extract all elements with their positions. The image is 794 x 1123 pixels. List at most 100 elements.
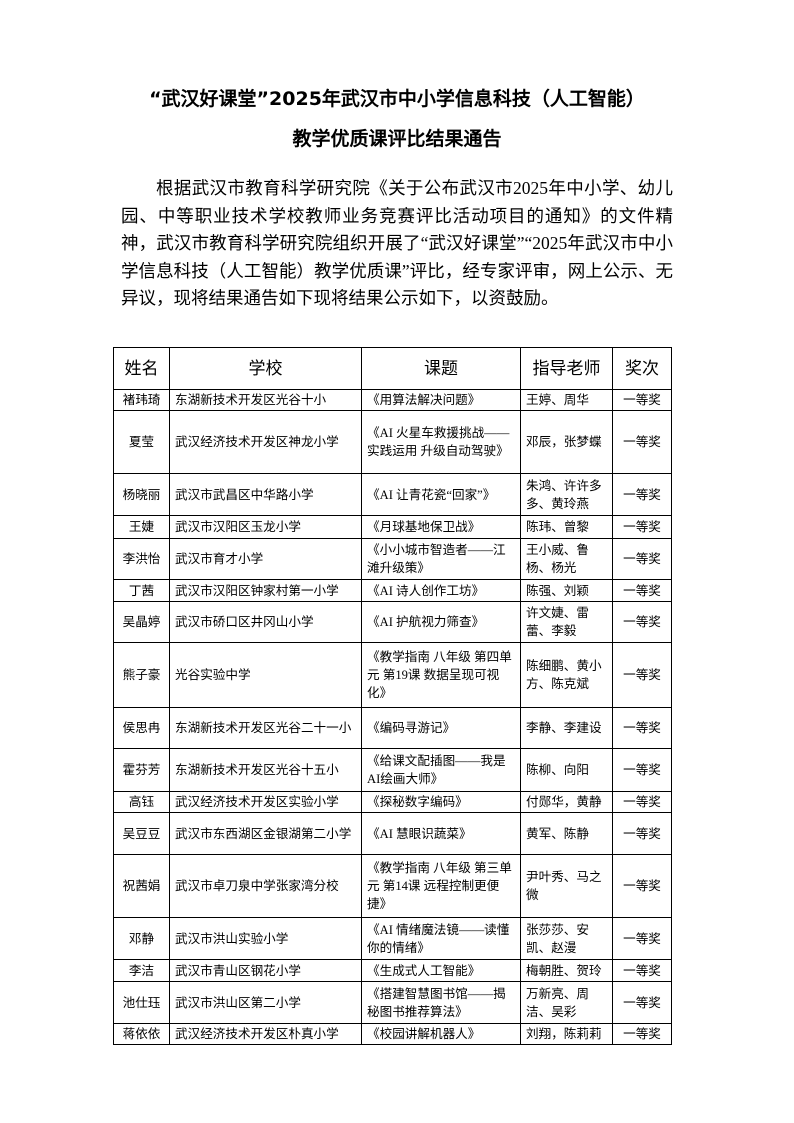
student-name-cell: 祝茜娟	[113, 854, 170, 918]
student-name-cell: 李洁	[113, 959, 170, 982]
topic-cell: 《探秘数字编码》	[361, 791, 521, 813]
student-name-cell: 丁茜	[113, 579, 170, 602]
award-cell: 一等奖	[612, 538, 672, 580]
table-row: 吴豆豆 武汉市东西湖区金银湖第二小学 《AI 慧眼识蔬菜》 黄军、陈静 一等奖	[113, 812, 672, 855]
header-topic: 课题	[361, 347, 521, 390]
table-row: 丁茜 武汉市汉阳区钟家村第一小学 《AI 诗人创作工坊》 陈强、刘颖 一等奖	[113, 579, 672, 602]
school-cell: 武汉经济技术开发区神龙小学	[169, 410, 362, 474]
advisor-cell: 王婷、周华	[520, 389, 613, 411]
header-advisor: 指导老师	[520, 347, 613, 390]
student-name-cell: 蒋依依	[113, 1023, 170, 1045]
award-cell: 一等奖	[612, 707, 672, 749]
table-row: 侯思冉 东湖新技术开发区光谷二十一小 《编码寻游记》 李静、李建设 一等奖	[113, 707, 672, 749]
advisor-cell: 万新亮、周洁、吴彩	[520, 981, 613, 1024]
topic-cell: 《用算法解决问题》	[361, 389, 521, 411]
advisor-cell: 陈细鹏、黄小方、陈克斌	[520, 642, 613, 708]
student-name-cell: 吴晶婷	[113, 601, 170, 643]
school-cell: 武汉市育才小学	[169, 538, 362, 580]
advisor-cell: 刘翔，陈莉莉	[520, 1023, 613, 1045]
results-table: 姓名 学校 课题 指导老师 奖次 褚玮琦 东湖新技术开发区光谷十小 《用算法解决问题…	[113, 347, 672, 1045]
student-name-cell: 李洪怡	[113, 538, 170, 580]
header-school: 学校	[169, 347, 362, 390]
award-cell: 一等奖	[612, 812, 672, 855]
table-row: 杨晓丽 武汉市武昌区中华路小学 《AI 让青花瓷“回家”》 朱鸿、许许多多、黄玲燕 一等…	[113, 473, 672, 516]
advisor-cell: 张莎莎、安凯、赵漫	[520, 917, 613, 960]
award-cell: 一等奖	[612, 854, 672, 918]
topic-cell: 《搭建智慧图书馆——揭秘图书推荐算法》	[361, 981, 521, 1024]
advisor-cell: 陈柳、向阳	[520, 748, 613, 792]
student-name-cell: 侯思冉	[113, 707, 170, 749]
table-row: 祝茜娟 武汉市卓刀泉中学张家湾分校 《教学指南 八年级 第三单元 第14课 远程控制…	[113, 854, 672, 918]
award-cell: 一等奖	[612, 579, 672, 602]
header-award: 奖次	[612, 347, 672, 390]
school-cell: 武汉经济技术开发区朴真小学	[169, 1023, 362, 1045]
student-name-cell: 霍芬芳	[113, 748, 170, 792]
topic-cell: 《小小城市智造者——江滩升级策》	[361, 538, 521, 580]
table-row: 邓静 武汉市洪山实验小学 《AI 情绪魔法镜——读懂你的情绪》 张莎莎、安凯、赵漫 一等…	[113, 917, 672, 960]
advisor-cell: 尹叶秀、马之微	[520, 854, 613, 918]
table-header-row: 姓名 学校 课题 指导老师 奖次	[113, 347, 672, 390]
school-cell: 光谷实验中学	[169, 642, 362, 708]
award-cell: 一等奖	[612, 917, 672, 960]
table-row: 高钰 武汉经济技术开发区实验小学 《探秘数字编码》 付郧华，黄静 一等奖	[113, 791, 672, 813]
advisor-cell: 黄军、陈静	[520, 812, 613, 855]
award-cell: 一等奖	[612, 959, 672, 982]
advisor-cell: 王小威、鲁杨、杨光	[520, 538, 613, 580]
school-cell: 东湖新技术开发区光谷二十一小	[169, 707, 362, 749]
school-cell: 武汉市武昌区中华路小学	[169, 473, 362, 516]
student-name-cell: 褚玮琦	[113, 389, 170, 411]
school-cell: 东湖新技术开发区光谷十小	[169, 389, 362, 411]
header-name: 姓名	[113, 347, 170, 390]
award-cell: 一等奖	[612, 791, 672, 813]
student-name-cell: 王婕	[113, 515, 170, 539]
table-row: 霍芬芳 东湖新技术开发区光谷十五小 《给课文配插图——我是AI绘画大师》 陈柳、向阳一…	[113, 748, 672, 792]
student-name-cell: 邓静	[113, 917, 170, 960]
topic-cell: 《编码寻游记》	[361, 707, 521, 749]
advisor-cell: 朱鸿、许许多多、黄玲燕	[520, 473, 613, 516]
topic-cell: 《生成式人工智能》	[361, 959, 521, 982]
award-cell: 一等奖	[612, 601, 672, 643]
intro-paragraph: 根据武汉市教育科学研究院《关于公布武汉市2025年中小学、幼儿园、中等职业技术学…	[121, 178, 673, 309]
school-cell: 武汉市青山区钢花小学	[169, 959, 362, 982]
topic-cell: 《AI 诗人创作工坊》	[361, 579, 521, 602]
table-row: 池仕珏 武汉市洪山区第二小学 《搭建智慧图书馆——揭秘图书推荐算法》 万新亮、周洁、吴…	[113, 981, 672, 1024]
table-row: 熊子豪 光谷实验中学 《教学指南 八年级 第四单元 第19课 数据呈现可视化》 陈细鹏…	[113, 642, 672, 708]
table-row: 李洁 武汉市青山区钢花小学 《生成式人工智能》 梅朝胜、贺玲 一等奖	[113, 959, 672, 982]
school-cell: 武汉市汉阳区玉龙小学	[169, 515, 362, 539]
table-row: 王婕 武汉市汉阳区玉龙小学 《月球基地保卫战》 陈玮、曾黎 一等奖	[113, 515, 672, 539]
school-cell: 武汉市硚口区井冈山小学	[169, 601, 362, 643]
topic-cell: 《给课文配插图——我是AI绘画大师》	[361, 748, 521, 792]
topic-cell: 《AI 护航视力筛查》	[361, 601, 521, 643]
award-cell: 一等奖	[612, 515, 672, 539]
advisor-cell: 许文婕、雷蕾、李毅	[520, 601, 613, 643]
school-cell: 东湖新技术开发区光谷十五小	[169, 748, 362, 792]
school-cell: 武汉市卓刀泉中学张家湾分校	[169, 854, 362, 918]
topic-cell: 《AI 慧眼识蔬菜》	[361, 812, 521, 855]
topic-cell: 《AI 火星车救援挑战——实践运用 升级自动驾驶》	[361, 410, 521, 474]
student-name-cell: 高钰	[113, 791, 170, 813]
school-cell: 武汉市洪山区第二小学	[169, 981, 362, 1024]
advisor-cell: 梅朝胜、贺玲	[520, 959, 613, 982]
topic-cell: 《AI 情绪魔法镜——读懂你的情绪》	[361, 917, 521, 960]
award-cell: 一等奖	[612, 748, 672, 792]
student-name-cell: 熊子豪	[113, 642, 170, 708]
award-cell: 一等奖	[612, 410, 672, 474]
topic-cell: 《校园讲解机器人》	[361, 1023, 521, 1045]
school-cell: 武汉市东西湖区金银湖第二小学	[169, 812, 362, 855]
advisor-cell: 李静、李建设	[520, 707, 613, 749]
advisor-cell: 付郧华，黄静	[520, 791, 613, 813]
student-name-cell: 池仕珏	[113, 981, 170, 1024]
table-row: 吴晶婷 武汉市硚口区井冈山小学 《AI 护航视力筛查》 许文婕、雷蕾、李毅 一等奖	[113, 601, 672, 643]
topic-cell: 《AI 让青花瓷“回家”》	[361, 473, 521, 516]
award-cell: 一等奖	[612, 981, 672, 1024]
table-row: 蒋依依 武汉经济技术开发区朴真小学 《校园讲解机器人》 刘翔，陈莉莉 一等奖	[113, 1023, 672, 1045]
table-row: 李洪怡 武汉市育才小学 《小小城市智造者——江滩升级策》 王小威、鲁杨、杨光 一等奖	[113, 538, 672, 580]
student-name-cell: 吴豆豆	[113, 812, 170, 855]
student-name-cell: 杨晓丽	[113, 473, 170, 516]
advisor-cell: 陈强、刘颖	[520, 579, 613, 602]
advisor-cell: 陈玮、曾黎	[520, 515, 613, 539]
topic-cell: 《月球基地保卫战》	[361, 515, 521, 539]
student-name-cell: 夏莹	[113, 410, 170, 474]
table-row: 夏莹 武汉经济技术开发区神龙小学 《AI 火星车救援挑战——实践运用 升级自动驾驶》…	[113, 410, 672, 474]
school-cell: 武汉市洪山实验小学	[169, 917, 362, 960]
